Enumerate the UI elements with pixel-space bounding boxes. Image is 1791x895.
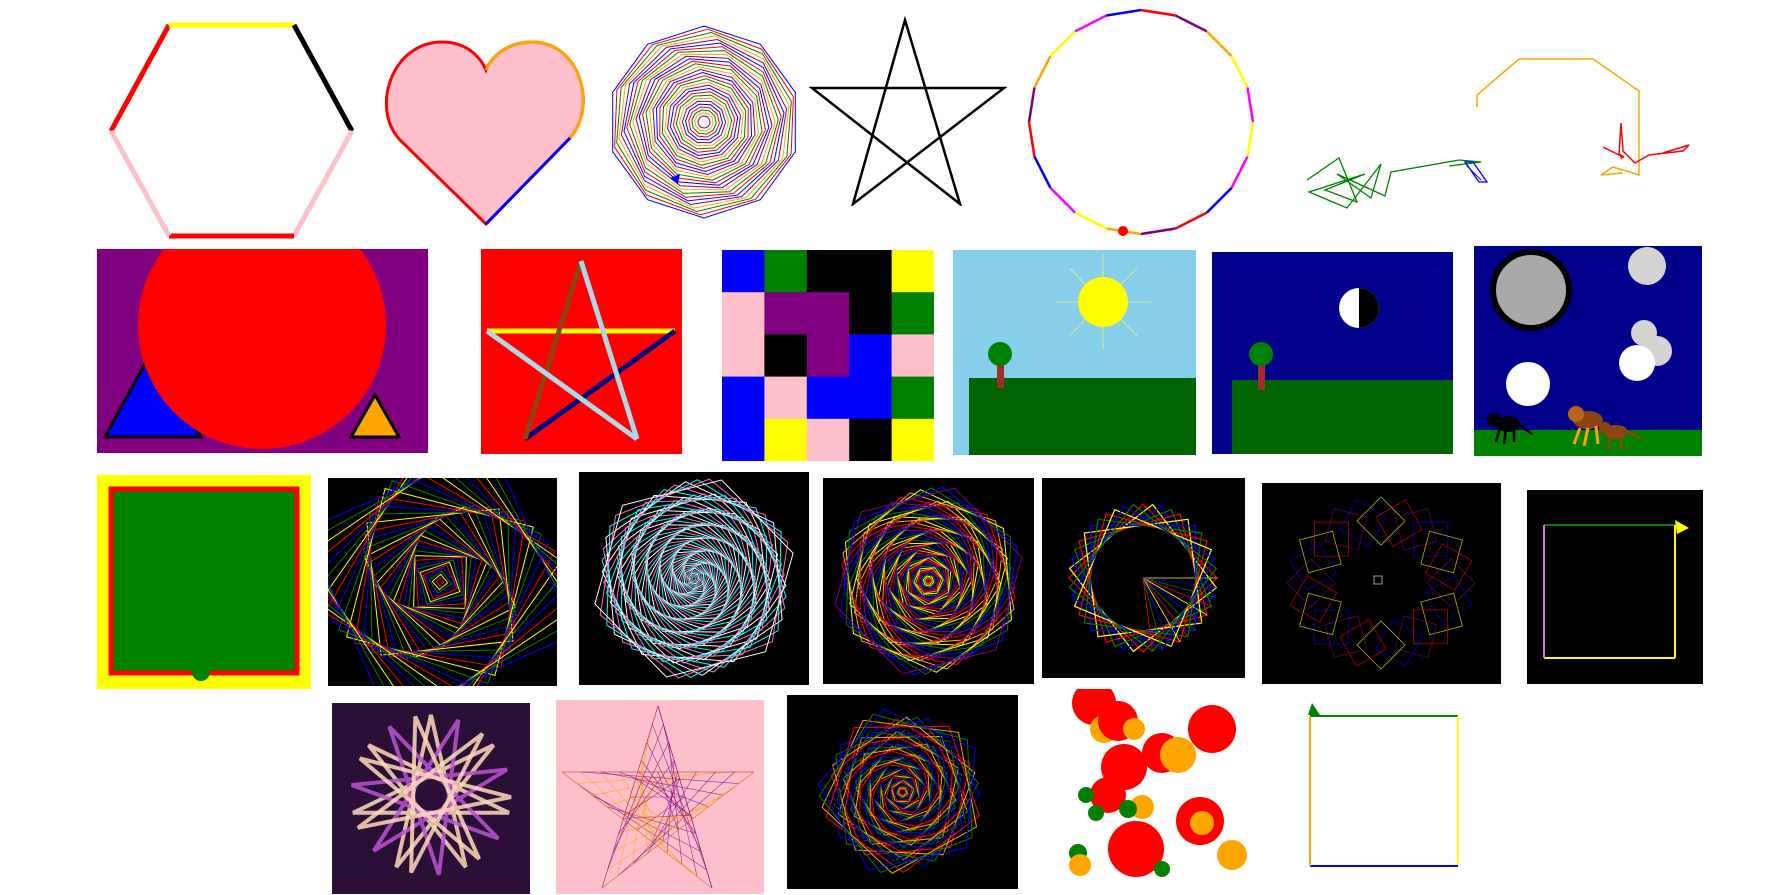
red-star-scene xyxy=(481,249,682,454)
rainbow-deep-swirl xyxy=(787,695,1018,889)
pink-string-star xyxy=(556,700,764,894)
rainbow-swirl xyxy=(823,478,1034,684)
dim-squares-ring xyxy=(1262,483,1501,684)
rotating-squares-rosette xyxy=(1042,478,1245,678)
cyan-pink-swirl xyxy=(579,472,809,685)
nested-decagon-spiral-drawing xyxy=(604,24,804,219)
hexagon-drawing xyxy=(105,18,357,243)
heart-drawing xyxy=(384,38,590,228)
orange-red-path-drawing xyxy=(1473,55,1698,185)
full-moon-animals-scene xyxy=(1474,246,1702,456)
white-square-outline xyxy=(1298,699,1470,875)
red-circle-triangles-scene xyxy=(97,249,428,453)
black-square-frame xyxy=(1527,490,1703,684)
moon-tree-night-scene xyxy=(1212,252,1453,454)
color-grid-scene xyxy=(722,250,934,461)
rotating-squares-spiral xyxy=(328,478,557,686)
star-outline-drawing xyxy=(808,16,1008,206)
random-green-walk-drawing xyxy=(1295,144,1505,222)
green-square-yellow-frame xyxy=(97,475,311,689)
purple-star-scene xyxy=(332,703,530,894)
multicolor-circle-drawing xyxy=(1021,4,1261,240)
dots-scatter xyxy=(1052,689,1257,894)
sun-tree-day-scene xyxy=(953,250,1196,455)
